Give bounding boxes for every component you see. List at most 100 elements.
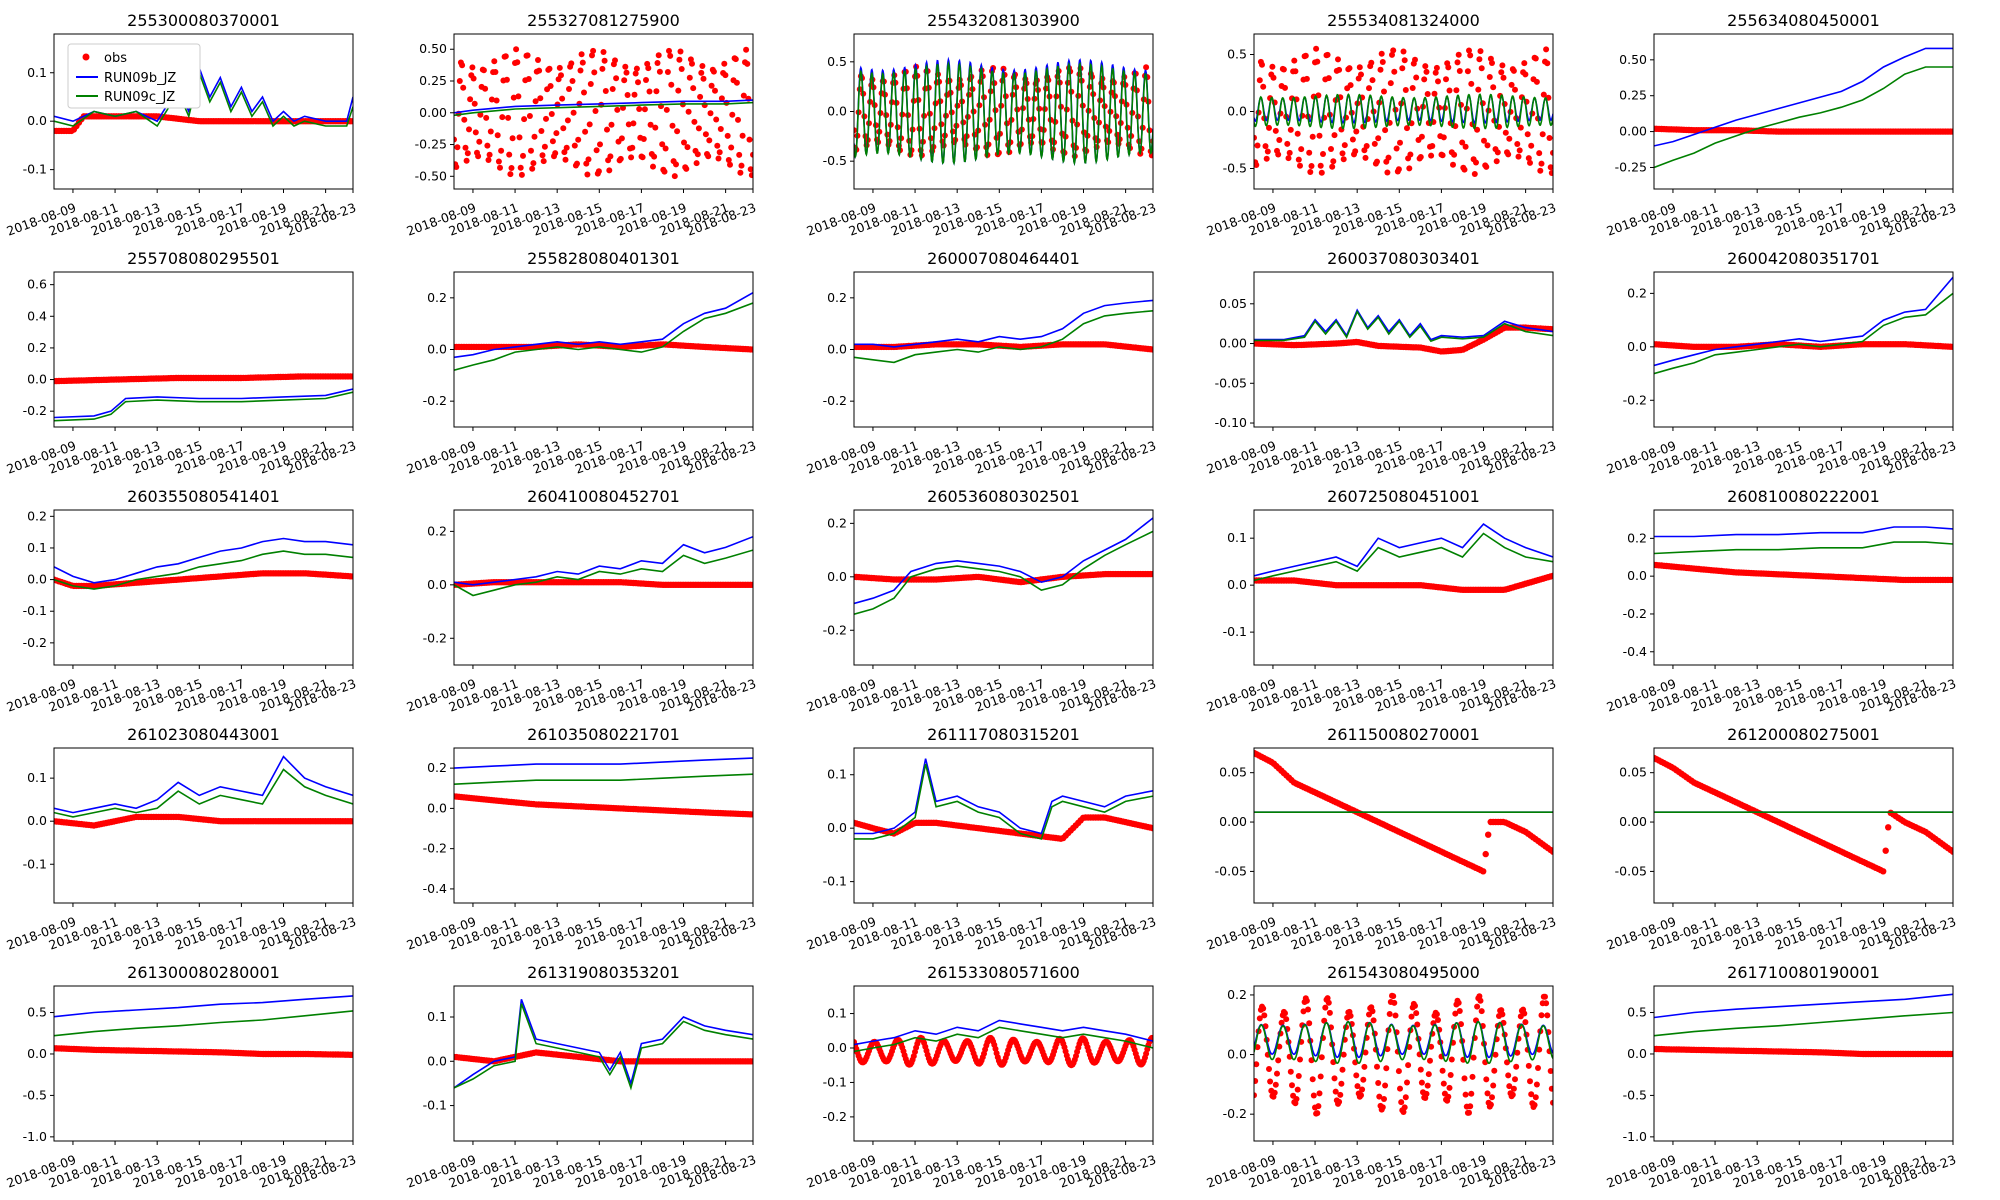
obs-point <box>1404 125 1410 132</box>
obs-point <box>707 110 714 117</box>
axes-frame <box>453 33 754 190</box>
obs-point <box>1260 1005 1267 1012</box>
y-tick-label: 0.1 <box>27 65 47 80</box>
obs-point <box>1492 1051 1499 1058</box>
obs-point <box>595 168 602 175</box>
y-tick-label: -0.1 <box>823 874 847 889</box>
obs-point <box>1546 135 1553 141</box>
obs-point <box>1549 572 1553 579</box>
obs-markers <box>54 1045 353 1058</box>
obs-point <box>1284 140 1291 147</box>
plot-area <box>1254 308 1553 355</box>
y-tick-label: -0.2 <box>423 630 447 645</box>
obs-point <box>1483 163 1490 170</box>
obs-point <box>735 116 741 123</box>
obs-point <box>1502 129 1509 136</box>
obs-point <box>727 161 733 168</box>
obs-point <box>1461 166 1468 173</box>
obs-point <box>503 76 510 83</box>
run09c-line <box>54 768 353 818</box>
obs-markers <box>1254 324 1553 355</box>
obs-point <box>1949 848 1953 855</box>
obs-point <box>561 149 568 156</box>
obs-point <box>1527 1078 1533 1085</box>
obs-point <box>717 126 724 132</box>
obs-point <box>1393 145 1400 152</box>
obs-point <box>1485 831 1492 838</box>
obs-point <box>1422 63 1429 70</box>
obs-point <box>1272 1081 1279 1088</box>
obs-point <box>743 46 750 53</box>
y-tick-label: -0.25 <box>415 137 447 152</box>
obs-point <box>710 68 717 75</box>
obs-point <box>586 121 593 128</box>
obs-point <box>617 155 624 162</box>
obs-point <box>562 156 569 163</box>
obs-point <box>1499 62 1506 69</box>
obs-point <box>1528 1091 1535 1098</box>
panel-title: 261117080315201 <box>927 725 1080 744</box>
obs-point <box>1322 1004 1329 1011</box>
obs-point <box>1505 1072 1512 1079</box>
obs-point <box>1392 1012 1399 1019</box>
plot-area <box>54 755 353 829</box>
obs-point <box>1505 151 1512 158</box>
obs-point <box>1880 868 1887 875</box>
obs-point <box>1307 169 1314 175</box>
obs-point <box>466 126 472 133</box>
axes-frame <box>53 747 354 904</box>
obs-point <box>590 47 597 54</box>
obs-point <box>1401 57 1408 64</box>
obs-point <box>607 153 614 160</box>
obs-point <box>1464 68 1471 75</box>
axes-frame <box>1253 985 1554 1142</box>
obs-point <box>1412 1002 1418 1009</box>
run09c-line <box>454 1003 753 1091</box>
obs-point <box>1143 64 1150 71</box>
run09c-line <box>1654 1011 1953 1037</box>
obs-point <box>739 132 746 139</box>
obs-point <box>1466 47 1472 54</box>
obs-point <box>524 52 531 59</box>
obs-point <box>1474 126 1481 133</box>
obs-point <box>1324 995 1331 1002</box>
obs-point <box>1525 155 1532 162</box>
obs-point <box>1462 1091 1469 1098</box>
obs-point <box>1294 130 1301 137</box>
obs-point <box>485 157 492 163</box>
run09c-line <box>1654 541 1953 555</box>
legend-obs-label: obs <box>104 51 127 66</box>
obs-markers <box>1654 754 1953 875</box>
obs-point <box>1262 143 1269 150</box>
obs-point <box>1269 63 1276 70</box>
obs-point <box>654 60 661 66</box>
obs-point <box>639 154 646 161</box>
obs-point <box>349 1051 353 1058</box>
y-tick-label: 0.00 <box>1619 124 1647 139</box>
obs-point <box>659 141 666 148</box>
run09c-line <box>1254 532 1553 582</box>
obs-point <box>498 147 505 154</box>
obs-point <box>1455 51 1462 58</box>
obs-point <box>591 69 598 76</box>
obs-point <box>528 147 534 154</box>
obs-point <box>1412 56 1418 63</box>
obs-point <box>507 171 514 178</box>
obs-point <box>669 122 676 129</box>
obs-point <box>1473 159 1479 166</box>
obs-point <box>1516 147 1523 154</box>
axes-frame <box>453 985 754 1142</box>
obs-point <box>1458 1021 1464 1028</box>
axes-frame <box>1253 271 1554 428</box>
obs-point <box>646 88 653 95</box>
obs-point <box>1314 1110 1321 1117</box>
obs-point <box>1337 1091 1344 1098</box>
obs-point <box>1254 142 1261 149</box>
obs-point <box>1510 67 1517 74</box>
panel-title: 261533080571600 <box>927 963 1080 982</box>
obs-point <box>1508 81 1515 88</box>
obs-point <box>1379 59 1386 65</box>
obs-point <box>1318 1054 1325 1061</box>
obs-point <box>1376 1093 1383 1100</box>
obs-point <box>1390 993 1397 1000</box>
